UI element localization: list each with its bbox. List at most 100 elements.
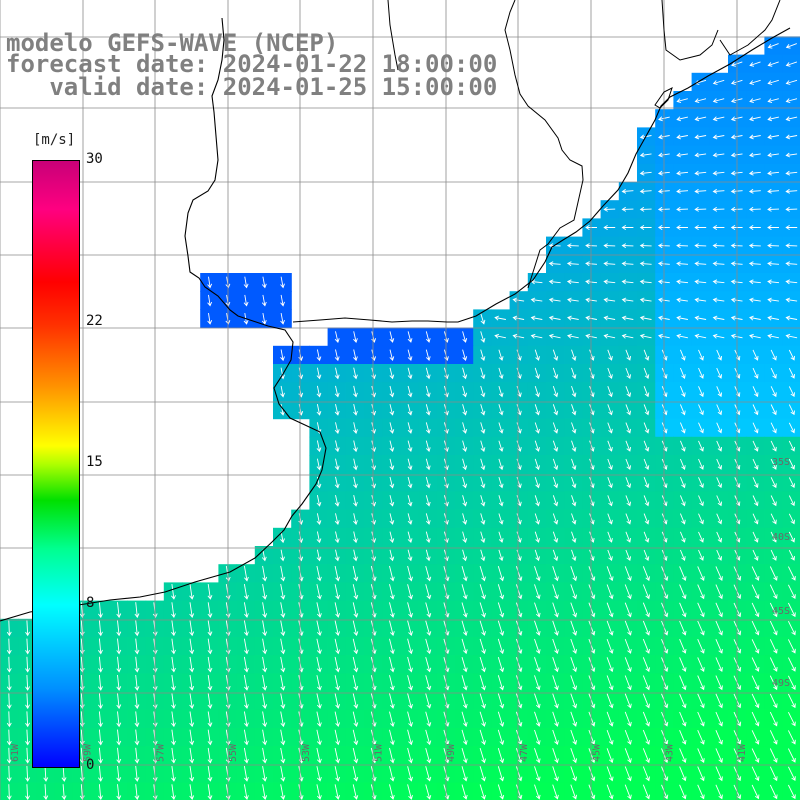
wind-arrow	[769, 566, 778, 581]
south-america-coastline	[0, 17, 327, 622]
wind-arrow	[698, 458, 704, 470]
wind-arrow	[407, 638, 413, 655]
wind-arrow	[716, 440, 723, 452]
wind-arrow	[462, 549, 468, 562]
wind-arrow	[676, 134, 688, 140]
wind-arrow	[624, 566, 632, 582]
wind-arrow	[585, 297, 597, 303]
wind-arrow	[751, 693, 760, 709]
wind-arrow	[334, 584, 341, 600]
wind-arrow	[566, 279, 579, 285]
wind-arrow	[643, 367, 650, 380]
northeast-border	[719, 0, 781, 56]
wind-arrow	[516, 349, 522, 361]
wind-arrow	[749, 297, 761, 303]
wind-arrow	[516, 458, 522, 471]
wind-arrow	[116, 765, 122, 782]
wind-arrow	[787, 712, 796, 727]
wind-arrow	[116, 638, 122, 655]
wind-arrow	[712, 170, 725, 176]
wind-arrow	[712, 225, 725, 230]
wind-arrow	[570, 675, 578, 691]
wind-arrow	[189, 693, 195, 709]
wind-arrow	[571, 476, 577, 489]
wind-arrow	[694, 116, 707, 122]
wind-arrow	[767, 315, 779, 321]
wind-arrow	[679, 422, 686, 434]
wind-arrow	[712, 134, 725, 140]
wind-arrow	[316, 349, 322, 362]
wind-arrow	[515, 602, 523, 618]
wind-arrow	[334, 602, 341, 618]
argentina-uruguay-border	[387, 0, 399, 71]
wind-arrow	[262, 620, 268, 637]
wind-arrow	[643, 513, 650, 525]
wind-arrow	[715, 784, 723, 800]
wind-arrow	[316, 747, 322, 764]
wind-arrow	[752, 349, 759, 361]
wind-arrow	[624, 748, 632, 764]
wind-arrow	[785, 188, 798, 194]
wind-arrow	[697, 639, 705, 654]
wind-arrow	[207, 638, 213, 655]
wind-arrow	[767, 225, 779, 230]
wind-arrow	[116, 656, 122, 673]
wind-arrow	[6, 674, 12, 691]
wind-arrow	[462, 385, 468, 398]
wind-arrow	[79, 693, 85, 710]
wind-arrow	[639, 261, 652, 267]
wind-arrow	[316, 766, 322, 782]
wind-arrow	[334, 766, 341, 782]
wind-arrow	[548, 297, 561, 303]
wind-arrow	[515, 748, 523, 764]
wind-arrow	[334, 784, 341, 800]
latitude-labels: 35S 40S 45S 49S	[772, 457, 790, 689]
wind-arrow	[785, 134, 798, 140]
wind-arrow	[716, 386, 723, 398]
wind-arrow	[570, 748, 578, 764]
wind-arrow	[642, 602, 650, 618]
wind-arrow	[639, 206, 652, 212]
wind-arrow	[479, 747, 486, 764]
wind-arrow	[788, 495, 795, 507]
wind-arrow	[643, 422, 650, 434]
wind-arrow	[461, 656, 468, 673]
wind-arrow	[621, 279, 634, 285]
wind-arrow	[769, 748, 778, 763]
wind-arrow	[752, 458, 759, 470]
wind-arrow	[751, 620, 760, 636]
wind-arrow	[785, 279, 798, 285]
wind-arrow	[694, 206, 707, 212]
wind-arrow	[261, 276, 267, 289]
wind-arrow	[606, 748, 614, 764]
wind-arrow	[353, 495, 358, 507]
wind-arrow	[498, 367, 504, 380]
wind-arrow	[697, 675, 705, 691]
wind-arrow	[621, 333, 634, 339]
wind-arrow	[334, 349, 340, 362]
wind-arrow	[715, 675, 723, 691]
wind-arrow	[624, 729, 632, 745]
wind-arrow	[788, 404, 795, 416]
wind-arrow	[570, 784, 578, 800]
wind-arrow	[607, 367, 613, 379]
wind-arrow	[639, 279, 652, 285]
wind-arrow	[607, 404, 613, 416]
wind-arrow	[770, 367, 777, 379]
wind-arrow	[607, 495, 613, 507]
wind-arrow	[494, 315, 506, 321]
wind-arrow	[716, 477, 723, 489]
wind-arrow	[679, 495, 686, 507]
wind-arrow	[280, 693, 286, 709]
wind-arrow	[352, 729, 359, 746]
wind-arrow	[712, 152, 725, 158]
wind-arrow	[262, 711, 268, 728]
wind-arrow	[25, 693, 30, 710]
wind-arrow	[642, 693, 650, 709]
wind-arrow	[79, 638, 85, 655]
wind-arrow	[767, 206, 780, 212]
wind-arrow	[751, 639, 760, 654]
wind-arrow	[552, 549, 559, 562]
wind-arrow	[571, 513, 577, 525]
wind-arrow	[639, 333, 652, 339]
